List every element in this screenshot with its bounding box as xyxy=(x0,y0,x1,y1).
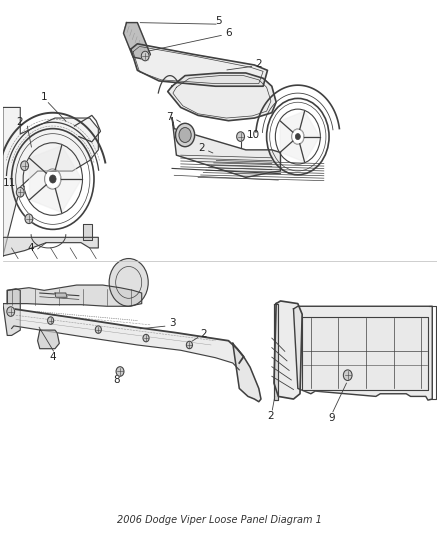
Polygon shape xyxy=(293,306,432,400)
Polygon shape xyxy=(131,44,268,86)
Polygon shape xyxy=(124,22,150,60)
Circle shape xyxy=(176,123,194,147)
Text: 1: 1 xyxy=(41,92,47,102)
Circle shape xyxy=(109,259,148,306)
Polygon shape xyxy=(55,293,67,297)
Text: 3: 3 xyxy=(169,318,175,328)
Polygon shape xyxy=(29,146,62,173)
Text: 8: 8 xyxy=(113,375,120,385)
Text: 2: 2 xyxy=(200,329,207,339)
Text: 2: 2 xyxy=(255,59,262,69)
Polygon shape xyxy=(3,108,99,256)
Polygon shape xyxy=(274,304,278,400)
Text: 5: 5 xyxy=(215,16,222,26)
Polygon shape xyxy=(233,343,261,402)
Text: 11: 11 xyxy=(3,177,16,188)
Polygon shape xyxy=(280,121,292,152)
Circle shape xyxy=(237,132,244,141)
Circle shape xyxy=(143,334,149,342)
Polygon shape xyxy=(172,118,280,177)
Polygon shape xyxy=(274,301,302,399)
Circle shape xyxy=(343,370,352,381)
Circle shape xyxy=(116,367,124,376)
Circle shape xyxy=(48,317,54,324)
Polygon shape xyxy=(7,285,142,306)
Polygon shape xyxy=(3,237,99,256)
Circle shape xyxy=(141,51,149,61)
Text: 9: 9 xyxy=(328,413,335,423)
Polygon shape xyxy=(168,73,276,120)
Circle shape xyxy=(295,134,300,140)
Text: 2: 2 xyxy=(268,411,274,421)
Polygon shape xyxy=(280,111,304,132)
Text: 2006 Dodge Viper Loose Panel Diagram 1: 2006 Dodge Viper Loose Panel Diagram 1 xyxy=(117,515,322,525)
Polygon shape xyxy=(300,111,320,136)
Polygon shape xyxy=(302,317,428,390)
Text: 10: 10 xyxy=(247,130,260,140)
Circle shape xyxy=(25,214,33,223)
Polygon shape xyxy=(38,330,59,349)
Polygon shape xyxy=(300,136,320,162)
Polygon shape xyxy=(56,146,81,179)
Text: 4: 4 xyxy=(28,243,35,253)
Circle shape xyxy=(187,341,192,349)
Text: 6: 6 xyxy=(225,28,232,38)
Circle shape xyxy=(16,188,24,197)
Polygon shape xyxy=(56,179,81,213)
Polygon shape xyxy=(29,158,46,200)
Circle shape xyxy=(7,307,14,317)
Polygon shape xyxy=(3,289,20,335)
Circle shape xyxy=(95,326,101,333)
Text: 4: 4 xyxy=(49,352,56,361)
Polygon shape xyxy=(29,185,62,213)
Polygon shape xyxy=(11,309,244,370)
Circle shape xyxy=(21,161,28,171)
Polygon shape xyxy=(83,224,92,240)
Polygon shape xyxy=(280,142,304,162)
Circle shape xyxy=(179,127,191,142)
Text: 2: 2 xyxy=(16,117,23,127)
Text: 2: 2 xyxy=(198,143,205,154)
Text: 7: 7 xyxy=(166,112,173,122)
Circle shape xyxy=(49,175,56,183)
